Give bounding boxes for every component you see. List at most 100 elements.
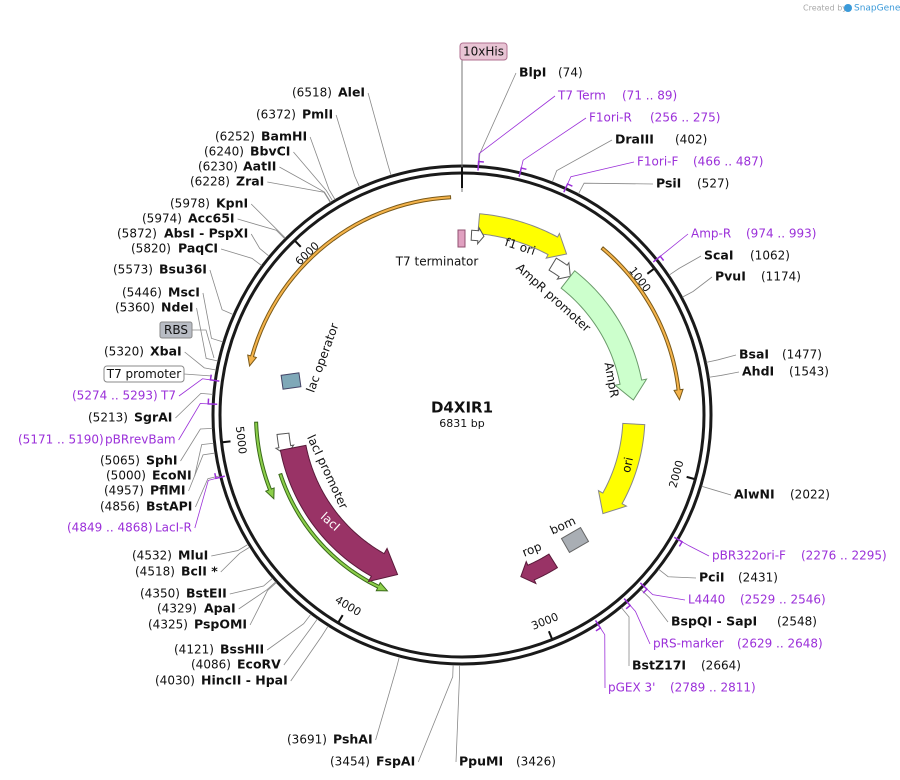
primer-position: (256 .. 275): [650, 111, 720, 125]
site-leader: [417, 664, 454, 763]
site-position: (6230): [198, 160, 238, 174]
ring-tick-label: 4000: [333, 593, 364, 619]
site-position: (5446): [122, 286, 162, 300]
site-name: BbvCI: [250, 144, 290, 159]
site-leader: [267, 181, 331, 203]
primer-name: T7: [160, 389, 176, 403]
site-leader: [478, 72, 517, 166]
primer-leader: [656, 233, 689, 260]
site-name: FspAI: [376, 754, 415, 769]
primer-leader: [178, 378, 215, 397]
ring-tick-label: 2000: [667, 459, 687, 489]
site-name: BlpI: [519, 65, 546, 80]
site-position: (74): [558, 66, 583, 80]
primer-name: pBR322ori-F: [712, 549, 786, 563]
primer-position: (466 .. 487): [693, 155, 763, 169]
site-leader: [184, 351, 217, 371]
site-position: (5573): [113, 263, 153, 277]
primer-leader: [678, 539, 710, 557]
orange-arc: [247, 195, 452, 368]
site-leader: [551, 139, 613, 183]
site-name: Bsu36I: [159, 262, 207, 277]
primer-mark: [518, 167, 527, 177]
site-position: (2548): [777, 615, 817, 629]
site-name: PpuMI: [459, 754, 503, 769]
site-position: (402): [675, 133, 707, 147]
feature-label: 10xHis: [463, 45, 504, 59]
primer-leader: [643, 586, 686, 601]
site-leader: [196, 307, 218, 362]
primer-leader: [519, 117, 587, 172]
primer-mark: [639, 582, 648, 594]
watermark-text: Created by: [803, 4, 847, 13]
feature-box: [159, 321, 193, 339]
site-name: BssHII: [220, 642, 264, 657]
site-position: (2664): [701, 659, 741, 673]
site-leader: [709, 371, 740, 378]
site-leader: [211, 544, 249, 557]
site-name: Acc65I: [188, 211, 235, 226]
site-name: EcoNI: [152, 468, 192, 483]
site-position: (6240): [204, 145, 244, 159]
site-leader: [250, 233, 270, 257]
site-leader: [250, 203, 286, 239]
site-position: (5320): [104, 345, 144, 359]
site-leader: [202, 292, 224, 343]
site-position: (4532): [132, 549, 172, 563]
site-name: ApaI: [204, 601, 236, 616]
rop-arrow: [520, 553, 559, 585]
site-position: (1062): [750, 249, 790, 263]
site-leader: [209, 269, 234, 315]
site-leader: [194, 442, 214, 477]
site-position: (3426): [516, 755, 556, 769]
site-name: BspQI - SapI: [671, 614, 757, 629]
site-position: (3691): [287, 733, 327, 747]
site-leader: [668, 255, 702, 276]
site-position: (6372): [256, 108, 296, 122]
site-name: BamHI: [261, 129, 307, 144]
site-position: (1477): [782, 348, 822, 362]
feature-leader: [192, 329, 215, 359]
site-name: BstAPI: [146, 499, 192, 514]
site-position: (5872): [117, 227, 157, 241]
site-name: AleI: [338, 85, 365, 100]
site-leader: [180, 427, 213, 462]
ring-tick-label: 3000: [530, 610, 561, 633]
feature-label: T7 terminator: [395, 255, 479, 269]
feature-label: lac operator: [304, 321, 342, 394]
bom-mark: [560, 526, 590, 554]
site-name: MscI: [168, 285, 200, 300]
primer-name: LacI-R: [155, 521, 192, 535]
site-name: PspOMI: [194, 617, 247, 632]
site-leader: [188, 452, 215, 492]
primer-name: pRS-marker: [653, 637, 724, 651]
lac-operator-mark: [280, 372, 302, 390]
primer-mark: [594, 620, 602, 632]
site-leader: [367, 92, 392, 176]
site-position: (3454): [330, 755, 370, 769]
ring-tick: [547, 630, 553, 639]
primer-position: (2789 .. 2811): [670, 681, 756, 695]
primer-position: (2276 .. 2295): [801, 549, 887, 563]
site-name: AbsI - PspXI: [164, 226, 248, 241]
site-position: (4350): [140, 587, 180, 601]
ring-tick: [294, 240, 302, 248]
site-name: BsaI: [739, 347, 769, 362]
site-name: ScaI: [704, 248, 734, 263]
primer-leader: [627, 602, 651, 645]
site-name: AlwNI: [734, 487, 775, 502]
site-leader: [293, 151, 334, 202]
t7-terminator-mark: [457, 229, 466, 248]
site-name: SgrAI: [134, 410, 172, 425]
site-leader: [455, 664, 460, 763]
site-leader: [701, 485, 732, 496]
site-name: AatII: [243, 159, 276, 174]
site-position: (4086): [191, 658, 231, 672]
site-position: (6518): [292, 86, 332, 100]
primer-position: (2529 .. 2546): [740, 593, 826, 607]
feature-leader: [183, 373, 213, 377]
site-leader: [266, 613, 312, 651]
site-name: PflMI: [150, 483, 186, 498]
ampr-promoter-arrow: [548, 257, 571, 280]
